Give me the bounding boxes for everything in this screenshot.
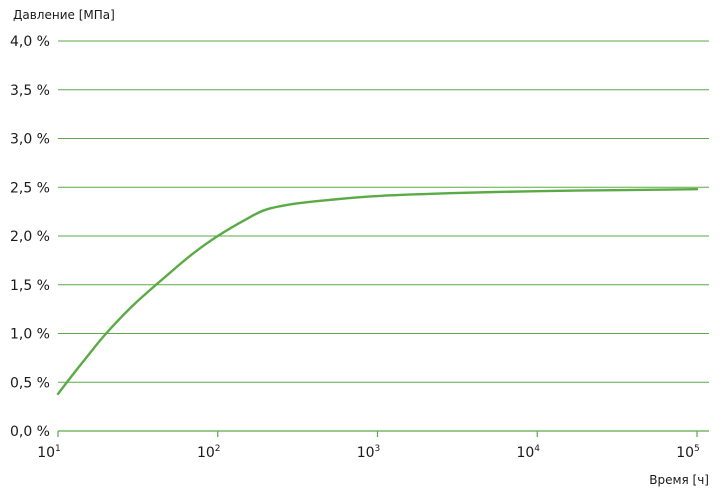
y-tick-label-8: 4,0 %	[10, 34, 50, 50]
x-tick-label-2: 103	[357, 444, 381, 461]
y-tick-label-6: 3,0 %	[10, 132, 50, 148]
y-tick-label-1: 0,5 %	[10, 375, 50, 391]
series-layer	[56, 188, 699, 396]
x-tick-label-4: 105	[676, 444, 700, 461]
y-tick-label-7: 3,5 %	[10, 83, 50, 99]
x-tick-label-3: 104	[516, 444, 540, 461]
grid-lines	[58, 40, 709, 432]
y-tick-label-3: 1,5 %	[10, 278, 50, 294]
x-tick-labels: 101 102 103 104 105	[37, 444, 700, 461]
y-tick-label-2: 1,0 %	[10, 327, 50, 343]
x-axis	[57, 430, 709, 437]
y-tick-label-4: 2,0 %	[10, 229, 50, 245]
y-tick-label-0: 0,0 %	[10, 424, 50, 440]
series-line-0	[56, 188, 699, 396]
x-axis-label: Время [ч]	[649, 473, 709, 487]
x-tick-label-1: 102	[197, 444, 221, 461]
x-tick-label-0: 101	[37, 444, 61, 461]
y-tick-labels: 0,0 % 0,5 % 1,0 % 1,5 % 2,0 % 2,5 % 3,0 % 3,5 %…	[10, 34, 50, 440]
y-tick-label-5: 2,5 %	[10, 180, 50, 196]
y-axis-label: Давление [МПа]	[13, 8, 115, 22]
